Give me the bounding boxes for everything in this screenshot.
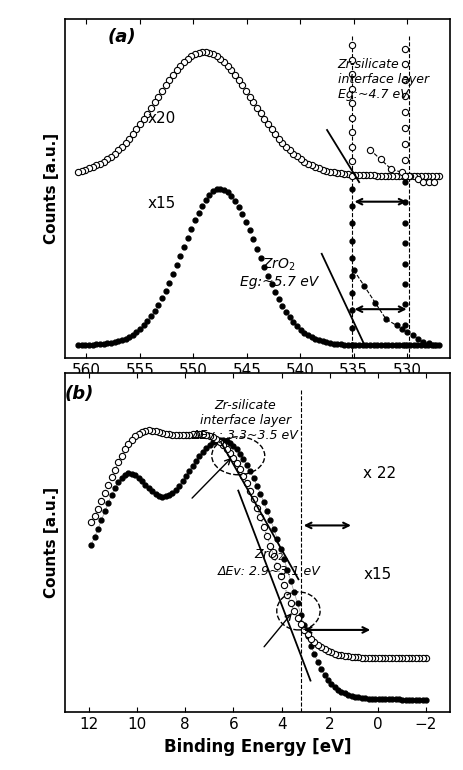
Text: (a): (a)	[107, 28, 136, 46]
X-axis label: Binding Energy [eV]: Binding Energy [eV]	[163, 383, 350, 401]
Text: x 22: x 22	[363, 466, 396, 481]
Text: ZrO$_2$
ΔEv: 2.9~3.1 eV: ZrO$_2$ ΔEv: 2.9~3.1 eV	[218, 547, 320, 578]
X-axis label: Binding Energy [eV]: Binding Energy [eV]	[163, 738, 350, 755]
Text: x20: x20	[147, 112, 175, 126]
Text: Zr-silicate
interface layer
Eg:~4.7 eV: Zr-silicate interface layer Eg:~4.7 eV	[337, 59, 428, 102]
Text: x15: x15	[363, 567, 391, 582]
Y-axis label: Counts [a.u.]: Counts [a.u.]	[44, 133, 59, 244]
Text: (b): (b)	[64, 385, 94, 403]
Text: ZrO$_2$
Eg:~5.7 eV: ZrO$_2$ Eg:~5.7 eV	[239, 256, 317, 290]
Text: x15: x15	[147, 196, 175, 211]
Text: Zr-silicate
interface layer
ΔEv : 3.3~3.5 eV: Zr-silicate interface layer ΔEv : 3.3~3.…	[192, 399, 298, 442]
Y-axis label: Counts [a.u.]: Counts [a.u.]	[44, 487, 59, 598]
